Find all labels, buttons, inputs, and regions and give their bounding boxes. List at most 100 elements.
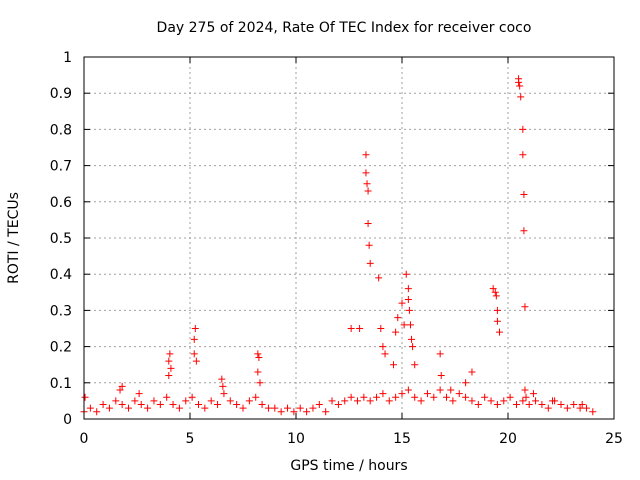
y-tick-label: 0.1: [50, 376, 72, 392]
data-point: [394, 314, 402, 322]
data-point: [516, 82, 524, 90]
data-point: [277, 408, 285, 416]
data-point: [462, 379, 470, 387]
data-point: [423, 390, 431, 398]
data-point: [377, 325, 385, 332]
data-point: [258, 401, 266, 409]
data-point: [144, 404, 152, 412]
y-tick-label: 0.3: [50, 303, 72, 319]
data-point: [131, 397, 139, 405]
data-point: [169, 401, 177, 409]
data-point: [137, 401, 145, 409]
data-point: [252, 393, 260, 401]
data-point: [366, 397, 374, 405]
data-point: [520, 227, 528, 235]
x-tick-label: 10: [287, 431, 305, 447]
data-point: [379, 343, 387, 351]
data-point: [525, 401, 533, 409]
data-point: [112, 397, 120, 405]
data-point: [411, 361, 419, 369]
data-point: [582, 404, 590, 412]
data-point: [493, 317, 501, 325]
data-point: [190, 335, 198, 343]
data-point: [315, 401, 323, 409]
data-point: [271, 404, 279, 412]
data-point: [404, 296, 412, 304]
data-point: [363, 180, 371, 188]
data-point: [192, 357, 200, 365]
data-point: [532, 397, 540, 405]
y-tick-label: 0: [63, 412, 72, 428]
data-point: [362, 169, 370, 177]
data-point: [443, 393, 451, 401]
data-point: [489, 285, 497, 293]
data-point: [557, 401, 565, 409]
data-point: [392, 393, 400, 401]
data-point: [519, 151, 527, 159]
data-point: [163, 393, 171, 401]
data-point: [105, 404, 113, 412]
data-point: [481, 393, 489, 401]
data-point: [135, 390, 143, 398]
data-point: [468, 397, 476, 405]
data-point: [207, 397, 215, 405]
data-point: [529, 390, 537, 398]
data-point: [156, 401, 164, 409]
data-points: [80, 75, 597, 416]
data-point: [233, 401, 241, 409]
data-point: [492, 292, 500, 300]
data-point: [455, 390, 463, 398]
y-tick-label: 0.7: [50, 159, 72, 175]
data-point: [347, 325, 355, 332]
data-point: [512, 401, 520, 409]
data-point: [296, 404, 304, 412]
data-point: [194, 401, 202, 409]
data-point: [364, 187, 372, 195]
data-point: [549, 397, 557, 405]
data-point: [404, 285, 412, 293]
data-point: [255, 353, 263, 361]
y-tick-label: 0.2: [50, 340, 72, 356]
data-point: [517, 93, 525, 101]
data-point: [563, 404, 571, 412]
data-point: [385, 397, 393, 405]
data-point: [188, 393, 196, 401]
data-point: [381, 350, 389, 358]
data-point: [404, 386, 412, 394]
data-point: [366, 259, 374, 267]
data-point: [437, 372, 445, 380]
data-point: [214, 401, 222, 409]
data-point: [175, 404, 183, 412]
y-tick-label: 0.9: [50, 86, 72, 102]
data-point: [436, 386, 444, 394]
data-point: [165, 372, 173, 380]
data-point: [341, 397, 349, 405]
data-point: [521, 303, 529, 311]
data-point: [116, 386, 124, 394]
y-tick-label: 0.8: [50, 122, 72, 138]
y-tick-label: 0.5: [50, 231, 72, 247]
y-tick-label: 0.4: [50, 267, 72, 283]
x-tick-label: 15: [393, 431, 411, 447]
data-point: [493, 401, 501, 409]
data-point: [303, 408, 311, 416]
data-point: [118, 401, 126, 409]
data-point: [406, 321, 414, 329]
data-point: [392, 328, 400, 336]
data-point: [81, 393, 89, 401]
x-axis-title: GPS time / hours: [290, 458, 407, 474]
data-point: [167, 364, 175, 372]
data-point: [449, 397, 457, 405]
data-point: [405, 306, 413, 314]
data-point: [219, 382, 227, 390]
data-point: [409, 343, 417, 351]
data-point: [496, 328, 504, 336]
data-point: [226, 397, 234, 405]
data-point: [322, 408, 330, 416]
data-point: [373, 393, 381, 401]
data-point: [254, 350, 262, 358]
chart-title: Day 275 of 2024, Rate Of TEC Index for r…: [157, 20, 532, 36]
data-point: [360, 393, 368, 401]
data-point: [125, 404, 133, 412]
